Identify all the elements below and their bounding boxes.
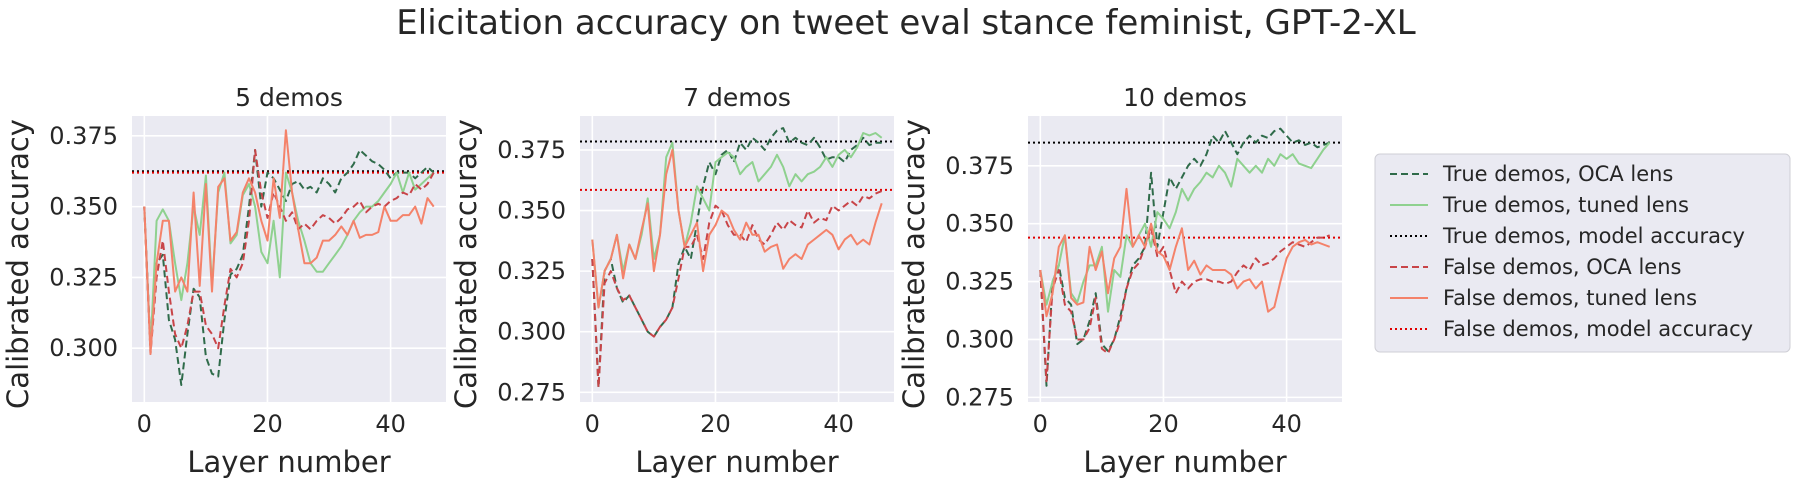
- legend-label: True demos, OCA lens: [1442, 162, 1673, 186]
- y-tick-label: 0.350: [49, 193, 118, 221]
- y-tick-label: 0.325: [945, 268, 1014, 296]
- series-group: [591, 127, 883, 389]
- panel-title: 7 demos: [683, 83, 791, 112]
- y-tick-label: 0.325: [49, 263, 118, 291]
- x-tick-label: 40: [1271, 410, 1302, 438]
- legend-frame: [1374, 153, 1791, 353]
- legend-entry: False demos, OCA lens: [1390, 255, 1681, 279]
- series-line-true-demos-tuned-lens: [1039, 141, 1331, 313]
- series-line-true-demos-oca-lens: [591, 127, 882, 389]
- legend-label: False demos, model accuracy: [1443, 317, 1753, 341]
- series-group: [143, 129, 435, 386]
- y-tick-label: 0.350: [945, 210, 1014, 238]
- legend-entry: False demos, tuned lens: [1390, 286, 1697, 310]
- y-tick-label: 0.375: [49, 122, 118, 150]
- series-line-false-demos-oca-lens: [143, 149, 435, 355]
- y-tick-label: 0.325: [497, 257, 566, 285]
- legend-label: False demos, OCA lens: [1443, 255, 1681, 279]
- y-tick-label: 0.275: [497, 378, 566, 406]
- legend: True demos, OCA lens True demos, tuned le…: [1374, 153, 1791, 353]
- panel-2: 0 20 40 0.275 0.300 0.325 0.350 0.375 7 demos Lay…: [449, 83, 894, 479]
- legend-entry: True demos, OCA lens: [1390, 162, 1673, 186]
- panel-title: 5 demos: [235, 83, 343, 112]
- x-axis-label: Layer number: [635, 445, 838, 479]
- series-line-false-demos-tuned-lens: [143, 129, 435, 355]
- y-axis-label: Calibrated accuracy: [897, 119, 931, 409]
- y-tick-label: 0.275: [945, 383, 1014, 411]
- legend-entry: True demos, model accuracy: [1390, 224, 1745, 248]
- y-axis-label: Calibrated accuracy: [449, 119, 483, 409]
- legend-entry: True demos, tuned lens: [1390, 193, 1689, 217]
- legend-entry: False demos, model accuracy: [1390, 317, 1753, 341]
- y-tick-label: 0.300: [945, 325, 1014, 353]
- x-tick-label: 20: [1148, 410, 1179, 438]
- plot-area: [1028, 116, 1342, 402]
- x-axis-label: Layer number: [1083, 445, 1286, 479]
- series-line-false-demos-oca-lens: [591, 190, 883, 389]
- legend-label: True demos, tuned lens: [1442, 193, 1689, 217]
- y-tick-label: 0.375: [497, 136, 566, 164]
- series-line-true-demos-oca-lens: [1039, 127, 1331, 387]
- panels: 0 20 40 0.300 0.325 0.350 0.375 5 demos Layer nu…: [1, 83, 1342, 479]
- x-axis-label: Layer number: [187, 445, 390, 479]
- y-axis-label: Calibrated accuracy: [1, 119, 35, 409]
- figure-title: Elicitation accuracy on tweet eval stanc…: [396, 3, 1415, 43]
- series-line-false-demos-tuned-lens: [591, 148, 883, 309]
- y-tick-label: 0.300: [497, 318, 566, 346]
- legend-label: False demos, tuned lens: [1443, 286, 1697, 310]
- series-line-false-demos-oca-lens: [1039, 227, 1331, 383]
- y-tick-label: 0.300: [49, 334, 118, 362]
- series-group: [1039, 127, 1331, 387]
- x-tick-label: 20: [700, 410, 731, 438]
- legend-label: True demos, model accuracy: [1442, 224, 1745, 248]
- legend-items: True demos, OCA lens True demos, tuned le…: [1390, 162, 1753, 341]
- x-tick-label: 20: [252, 410, 283, 438]
- x-tick-label: 40: [823, 410, 854, 438]
- y-tick-label: 0.375: [945, 152, 1014, 180]
- panel-3: 0 20 40 0.275 0.300 0.325 0.350 0.375 10 demos La…: [897, 83, 1342, 479]
- y-tick-label: 0.350: [497, 197, 566, 225]
- series-line-false-demos-tuned-lens: [1039, 187, 1331, 318]
- x-tick-label: 0: [137, 410, 152, 438]
- x-tick-label: 0: [585, 410, 600, 438]
- panel-title: 10 demos: [1123, 83, 1247, 112]
- series-line-true-demos-oca-lens: [143, 149, 435, 386]
- x-tick-label: 40: [375, 410, 406, 438]
- panel-1: 0 20 40 0.300 0.325 0.350 0.375 5 demos Layer nu…: [1, 83, 446, 479]
- x-tick-label: 0: [1033, 410, 1048, 438]
